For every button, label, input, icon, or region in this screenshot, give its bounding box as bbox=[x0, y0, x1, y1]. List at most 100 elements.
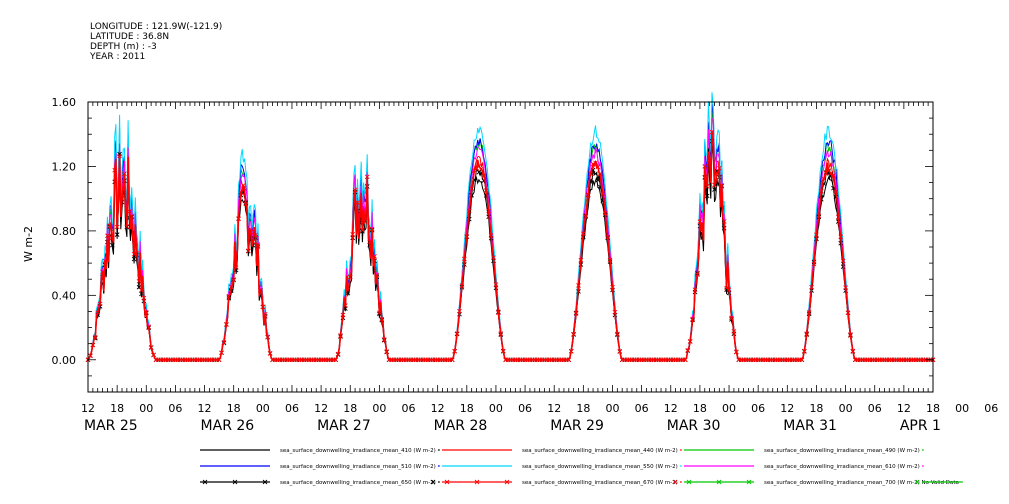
series-marker bbox=[148, 345, 154, 351]
series-line bbox=[87, 132, 933, 361]
series-marker bbox=[593, 171, 598, 176]
series-marker bbox=[454, 331, 460, 336]
series-marker bbox=[585, 192, 591, 198]
series-marker bbox=[845, 310, 851, 316]
x-tick-label: 06 bbox=[285, 402, 299, 415]
series-marker bbox=[610, 284, 615, 290]
series-marker bbox=[583, 214, 589, 220]
series-marker bbox=[352, 187, 358, 193]
series-marker bbox=[265, 334, 271, 340]
x-tick-label: 06 bbox=[868, 402, 882, 415]
series-marker bbox=[360, 228, 365, 234]
x-tick-label: 06 bbox=[518, 402, 532, 415]
series-marker bbox=[702, 164, 708, 169]
series-marker bbox=[806, 310, 812, 315]
series-marker bbox=[338, 333, 343, 338]
legend-marker bbox=[686, 479, 692, 485]
legend-label: sea_surface_downwelling_irradiance_mean_… bbox=[522, 480, 678, 486]
series-marker bbox=[496, 310, 501, 315]
series-marker bbox=[367, 239, 372, 245]
series-marker bbox=[595, 177, 601, 183]
series-marker bbox=[131, 256, 137, 262]
x-tick-label: 12 bbox=[547, 402, 561, 415]
date-label: APR 1 bbox=[900, 418, 941, 434]
series-line bbox=[87, 140, 933, 361]
series-marker bbox=[683, 357, 688, 363]
date-label: MAR 26 bbox=[201, 418, 255, 434]
series-marker bbox=[343, 303, 348, 308]
series-marker bbox=[379, 316, 385, 322]
x-tick-label: 00 bbox=[489, 402, 503, 415]
x-tick-label: 18 bbox=[227, 402, 241, 415]
series-marker bbox=[362, 219, 368, 224]
series-marker bbox=[695, 272, 700, 277]
x-tick-label: 18 bbox=[460, 402, 474, 415]
series-marker bbox=[134, 250, 139, 256]
latitude-text: LATITUDE : 36.8N bbox=[90, 32, 170, 42]
series-marker bbox=[377, 310, 382, 315]
series-marker bbox=[92, 335, 98, 340]
legend-marker bbox=[914, 479, 920, 485]
x-tick-label: 18 bbox=[343, 402, 357, 415]
y-tick-label: 0.40 bbox=[52, 289, 77, 302]
series-marker bbox=[143, 309, 149, 315]
series-marker bbox=[607, 257, 613, 263]
series-line bbox=[87, 129, 933, 361]
series-marker bbox=[700, 221, 705, 227]
series-marker bbox=[100, 269, 105, 275]
date-label: MAR 30 bbox=[667, 418, 721, 434]
series-line bbox=[87, 104, 933, 361]
series-marker bbox=[816, 213, 822, 218]
series-marker bbox=[469, 186, 474, 191]
series-marker bbox=[590, 161, 596, 167]
x-tick-label: 06 bbox=[402, 402, 416, 415]
series-marker bbox=[347, 274, 353, 280]
x-tick-label: 00 bbox=[256, 402, 270, 415]
series-marker bbox=[228, 284, 234, 290]
series-marker bbox=[717, 165, 722, 171]
series-marker bbox=[809, 284, 814, 290]
series-marker bbox=[226, 293, 232, 299]
series-marker bbox=[216, 357, 222, 363]
x-tick-label: 12 bbox=[314, 402, 328, 415]
series-marker bbox=[729, 315, 734, 321]
metadata-header: LONGITUDE : 121.9W(-121.9) LATITUDE : 36… bbox=[90, 22, 222, 62]
series-marker bbox=[369, 226, 375, 232]
legend-label: sea_surface_downwelling_irradiance_mean_… bbox=[280, 480, 436, 486]
series-marker bbox=[224, 322, 229, 327]
series-marker bbox=[357, 213, 363, 219]
series-line bbox=[87, 117, 933, 361]
series-marker bbox=[139, 287, 144, 293]
legend-label: sea_surface_downwelling_irradiance_mean_… bbox=[280, 448, 436, 454]
longitude-text: LONGITUDE : 121.9W(-121.9) bbox=[90, 22, 223, 32]
series-marker bbox=[345, 287, 351, 293]
series-marker bbox=[340, 312, 346, 318]
series-marker bbox=[712, 187, 717, 192]
series-marker bbox=[114, 232, 120, 237]
series-marker bbox=[488, 233, 494, 238]
series-marker bbox=[97, 301, 103, 307]
x-tick-label: 00 bbox=[722, 402, 736, 415]
series-marker bbox=[840, 258, 846, 264]
year-text: YEAR : 2011 bbox=[90, 52, 146, 62]
series-marker bbox=[333, 357, 338, 363]
series-marker bbox=[462, 256, 467, 262]
series-marker bbox=[335, 351, 341, 357]
x-tick-label: 00 bbox=[372, 402, 386, 415]
plot-frame bbox=[87, 101, 934, 393]
series-marker bbox=[372, 253, 377, 259]
series-marker bbox=[571, 331, 576, 337]
x-tick-label: 06 bbox=[168, 402, 182, 415]
series-line bbox=[87, 104, 933, 361]
x-tick-label: 06 bbox=[635, 402, 649, 415]
series-marker bbox=[114, 224, 120, 230]
series-marker bbox=[381, 337, 387, 342]
x-tick-label: 12 bbox=[664, 402, 678, 415]
series-marker bbox=[801, 348, 807, 354]
series-marker bbox=[593, 160, 598, 166]
legend-label: sea_surface_downwelling_irradiance_mean_… bbox=[764, 480, 959, 486]
legend-label: sea_surface_downwelling_irradiance_mean_… bbox=[522, 448, 678, 454]
series-marker bbox=[102, 258, 108, 264]
date-label: MAR 31 bbox=[783, 418, 837, 434]
x-tick-label: 18 bbox=[926, 402, 940, 415]
